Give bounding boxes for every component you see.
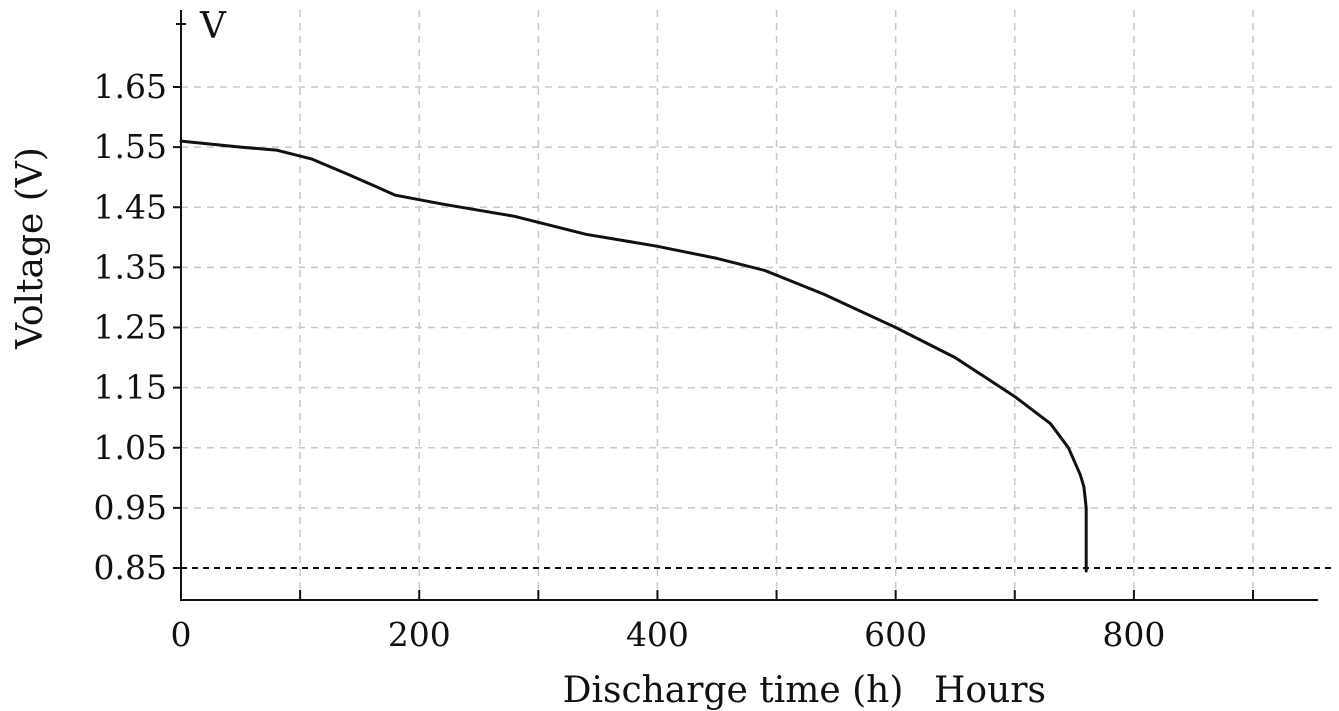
y-tick-label: 1.15 xyxy=(94,368,167,407)
discharge-curve xyxy=(179,139,1088,573)
x-tick-label: 200 xyxy=(388,615,451,654)
x-tick-label: 600 xyxy=(864,615,927,654)
y-tick-label: 0.85 xyxy=(94,548,167,587)
y-tick-label: 1.35 xyxy=(94,247,167,286)
labels-layer: 0.85 0.95 1.05 1.15 1.25 1.35 1.45 1.55 1.65 0 200… xyxy=(94,67,1166,654)
y-tick-label: 1.45 xyxy=(94,187,167,226)
y-axis-title: Voltage (V) xyxy=(10,147,51,350)
x-axis-title: Discharge time (h) xyxy=(563,670,904,711)
x-tick-label: 400 xyxy=(626,615,689,654)
x-tick-label: 800 xyxy=(1102,615,1165,654)
y-tick-label: 1.25 xyxy=(94,308,167,347)
y-tick-label: 1.65 xyxy=(94,67,167,106)
x-unit-label: Hours xyxy=(934,670,1046,711)
axes-layer xyxy=(173,10,1318,601)
grid-layer xyxy=(181,10,1332,600)
series-layer xyxy=(179,139,1088,573)
y-tick-label: 1.55 xyxy=(94,127,167,166)
y-tick-label: 1.05 xyxy=(94,428,167,467)
y-unit-label: V xyxy=(199,6,227,47)
y-tick-label: 0.95 xyxy=(94,488,167,527)
x-tick-label: 0 xyxy=(171,615,192,654)
